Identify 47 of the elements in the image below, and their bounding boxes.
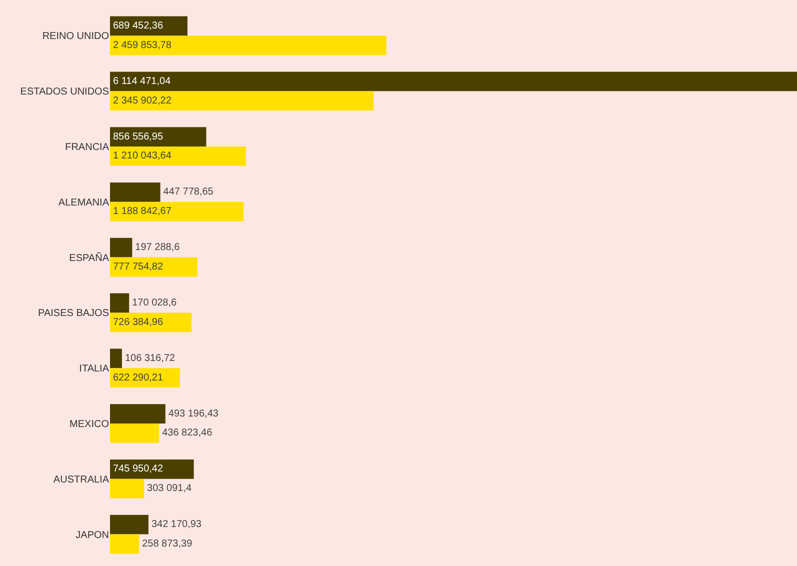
data-label: 342 170,93 <box>151 519 202 530</box>
y-tick-label: ESTADOS UNIDOS <box>20 86 110 98</box>
bar <box>110 72 797 92</box>
data-label: 258 873,39 <box>142 538 193 550</box>
data-label: 2 345 902,22 <box>113 95 172 106</box>
bar <box>110 202 244 222</box>
y-tick-label: ESPAÑA <box>69 252 110 264</box>
y-tick-label: ITALIA <box>79 364 110 375</box>
data-label: 726 384,96 <box>113 316 164 328</box>
data-label: 106 316,72 <box>124 352 176 364</box>
y-tick-label: FRANCIA <box>65 142 110 153</box>
data-label: 1 188 842,67 <box>113 206 172 218</box>
bar <box>110 146 246 166</box>
data-label: 745 950,42 <box>113 464 164 475</box>
bar <box>110 478 144 498</box>
data-label: 493 196,43 <box>168 408 219 420</box>
data-label: 2 459 853,78 <box>113 40 172 51</box>
bar <box>110 36 386 56</box>
y-tick-label: ALEMANIA <box>58 197 110 208</box>
y-tick-label: AUSTRALIA <box>53 474 110 486</box>
data-label: 6 114 471,04 <box>113 76 172 87</box>
data-label: 1 210 043,64 <box>113 150 172 162</box>
bar <box>110 348 122 368</box>
data-label: 170 028,6 <box>132 298 178 309</box>
data-label: 856 556,95 <box>113 131 164 142</box>
bar <box>110 460 194 479</box>
y-tick-label: JAPON <box>76 530 109 541</box>
bar <box>110 424 160 443</box>
bar <box>110 404 166 424</box>
data-label: 689 452,36 <box>113 20 164 32</box>
data-label: 197 288,6 <box>135 242 180 254</box>
bar <box>110 293 130 313</box>
bar <box>110 182 160 202</box>
bar <box>110 91 374 110</box>
data-label: 303 091,4 <box>147 483 192 494</box>
bar <box>110 238 132 258</box>
y-tick-label: PAISES BAJOS <box>38 308 110 320</box>
data-label: 777 754,82 <box>113 261 164 272</box>
data-label: 436 823,46 <box>162 428 213 439</box>
y-tick-label: REINO UNIDO <box>42 31 110 42</box>
bar <box>110 534 140 554</box>
data-label: 447 778,65 <box>163 186 214 198</box>
bar <box>110 257 198 277</box>
bar <box>110 514 148 534</box>
y-tick-label: MEXICO <box>70 419 110 430</box>
data-label: 622 290,21 <box>113 372 164 384</box>
bar <box>110 127 206 146</box>
